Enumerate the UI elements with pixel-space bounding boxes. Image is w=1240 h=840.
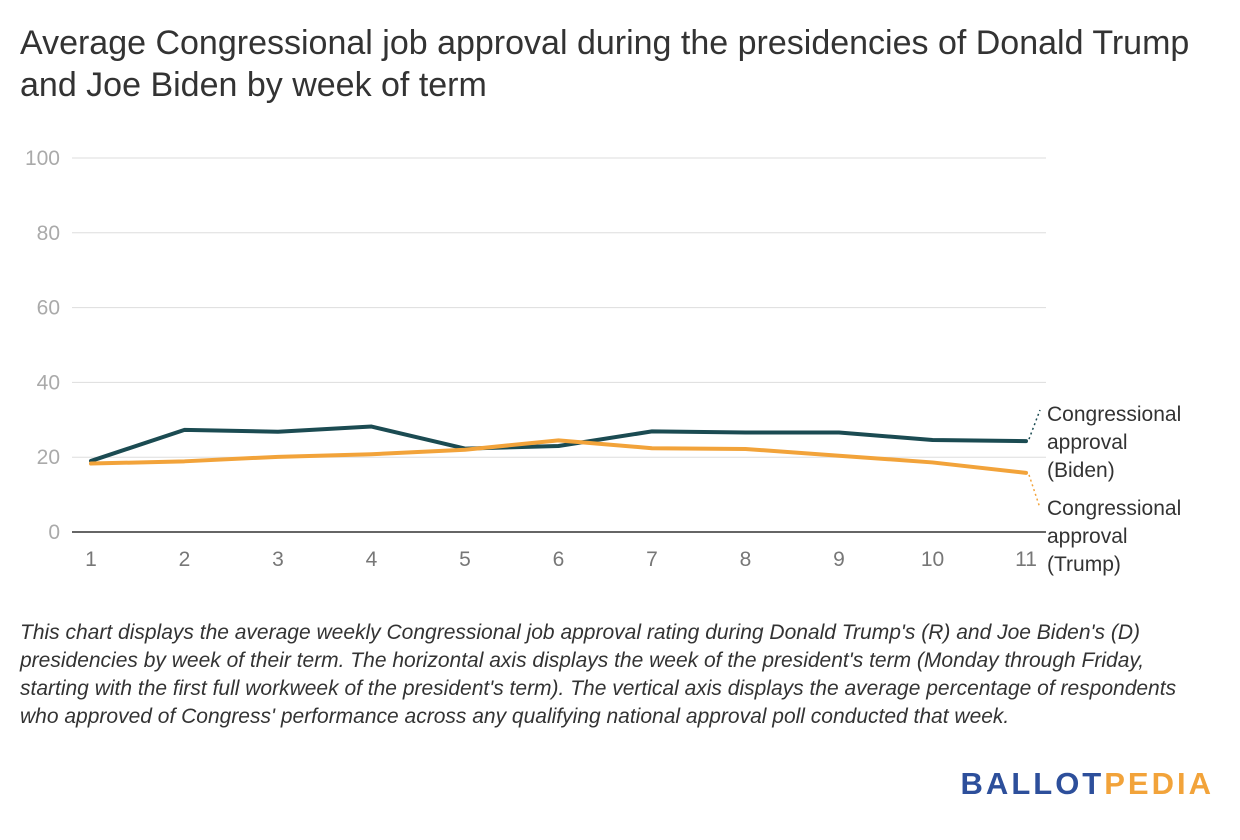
y-tick-label: 60 [37, 297, 60, 320]
x-tick-label: 2 [179, 548, 191, 571]
x-tick-label: 8 [740, 548, 752, 571]
x-tick-label: 3 [272, 548, 284, 571]
chart-caption: This chart displays the average weekly C… [20, 621, 1177, 728]
y-tick-label: 0 [48, 521, 60, 544]
x-tick-label: 7 [646, 548, 658, 571]
x-tick-label: 10 [921, 548, 944, 571]
label-leader-line [1028, 474, 1041, 509]
line-chart: 0 20 40 60 80 100 1 2 3 4 5 6 7 8 9 10 11 Congressional… [25, 147, 1181, 576]
x-tick-label: 6 [553, 548, 565, 571]
series-label: Congressional approval (Trump) [1047, 497, 1181, 576]
x-tick-label: 4 [366, 548, 378, 571]
y-tick-label: 100 [25, 147, 60, 170]
series-line-biden [89, 424, 1028, 463]
x-tick-label: 9 [833, 548, 845, 571]
x-axis-ticks: 1 2 3 4 5 6 7 8 9 10 11 [85, 548, 1037, 571]
gridlines [72, 157, 1046, 533]
y-tick-label: 20 [37, 446, 60, 469]
x-tick-label: 5 [459, 548, 471, 571]
x-tick-label: 11 [1015, 548, 1037, 571]
ballotpedia-logo: BALLOTPEDIA [961, 766, 1214, 802]
label-leader-line [1028, 409, 1041, 440]
y-tick-label: 80 [37, 222, 60, 245]
y-axis-ticks: 0 20 40 60 80 100 [25, 147, 60, 544]
logo-part-ballot: BALLOT [960, 766, 1105, 801]
series-labels: Congressional approval (Biden) Congressiona… [1028, 403, 1181, 576]
x-tick-label: 1 [85, 548, 97, 571]
y-tick-label: 40 [37, 371, 60, 394]
series-lines [89, 424, 1028, 475]
chart-title: Average Congressional job approval durin… [20, 24, 1190, 104]
series-label: Congressional approval (Biden) [1047, 403, 1181, 482]
logo-part-pedia: PEDIA [1104, 766, 1214, 801]
